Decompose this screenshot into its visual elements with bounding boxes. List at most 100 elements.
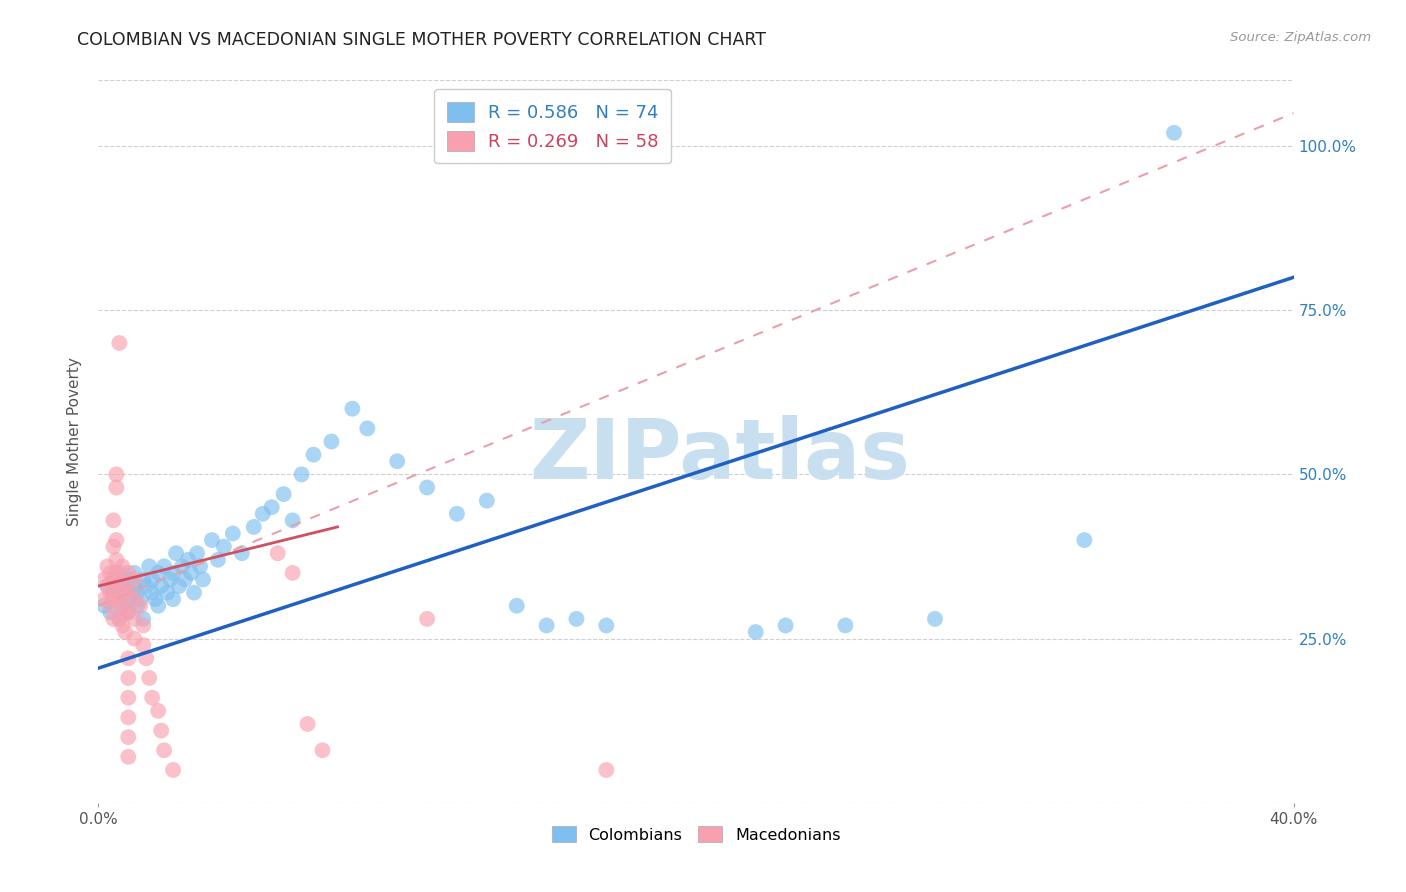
Point — [924, 612, 946, 626]
Point — [212, 540, 235, 554]
Point — [129, 592, 152, 607]
Point — [281, 513, 304, 527]
Point — [1073, 533, 1095, 547]
Point — [243, 520, 266, 534]
Point — [117, 573, 139, 587]
Point — [98, 599, 122, 613]
Point — [114, 625, 136, 640]
Point — [111, 559, 134, 574]
Point — [260, 500, 283, 515]
Point — [177, 553, 200, 567]
Point — [162, 566, 184, 580]
Point — [117, 730, 139, 744]
Point — [111, 599, 134, 613]
Point — [222, 526, 245, 541]
Point — [127, 585, 149, 599]
Point — [162, 763, 184, 777]
Point — [114, 605, 136, 619]
Point — [124, 592, 146, 607]
Point — [162, 592, 184, 607]
Point — [117, 592, 139, 607]
Point — [416, 612, 439, 626]
Point — [150, 723, 173, 738]
Point — [105, 533, 128, 547]
Point — [108, 566, 131, 580]
Point — [103, 513, 125, 527]
Point — [273, 487, 295, 501]
Point — [93, 592, 115, 607]
Text: Source: ZipAtlas.com: Source: ZipAtlas.com — [1230, 31, 1371, 45]
Point — [138, 559, 160, 574]
Point — [117, 690, 139, 705]
Point — [105, 467, 128, 482]
Point — [291, 467, 314, 482]
Point — [385, 454, 409, 468]
Point — [108, 336, 131, 351]
Text: COLOMBIAN VS MACEDONIAN SINGLE MOTHER POVERTY CORRELATION CHART: COLOMBIAN VS MACEDONIAN SINGLE MOTHER PO… — [77, 31, 766, 49]
Point — [150, 579, 173, 593]
Point — [565, 612, 588, 626]
Point — [105, 585, 128, 599]
Point — [252, 507, 274, 521]
Point — [111, 579, 134, 593]
Point — [207, 553, 229, 567]
Point — [129, 599, 152, 613]
Point — [105, 566, 128, 580]
Point — [117, 671, 139, 685]
Point — [183, 585, 205, 599]
Point — [103, 612, 125, 626]
Point — [165, 546, 187, 560]
Point — [267, 546, 290, 560]
Point — [117, 710, 139, 724]
Point — [96, 579, 118, 593]
Point — [124, 566, 146, 580]
Point — [475, 493, 498, 508]
Point — [297, 717, 319, 731]
Point — [1163, 126, 1185, 140]
Legend: Colombians, Macedonians: Colombians, Macedonians — [546, 820, 846, 849]
Point — [775, 618, 797, 632]
Point — [172, 559, 194, 574]
Point — [311, 743, 333, 757]
Point — [167, 579, 190, 593]
Point — [536, 618, 558, 632]
Point — [342, 401, 364, 416]
Point — [124, 612, 146, 626]
Point — [153, 743, 176, 757]
Point — [105, 592, 128, 607]
Point — [186, 546, 208, 560]
Point — [416, 481, 439, 495]
Point — [141, 690, 163, 705]
Point — [143, 592, 166, 607]
Point — [132, 612, 155, 626]
Point — [103, 585, 125, 599]
Point — [117, 749, 139, 764]
Point — [93, 599, 115, 613]
Point — [117, 566, 139, 580]
Point — [114, 585, 136, 599]
Point — [117, 585, 139, 599]
Point — [103, 573, 125, 587]
Point — [103, 540, 125, 554]
Point — [103, 592, 125, 607]
Point — [96, 579, 118, 593]
Point — [111, 579, 134, 593]
Point — [117, 651, 139, 665]
Point — [108, 612, 131, 626]
Point — [98, 585, 122, 599]
Text: ZIPatlas: ZIPatlas — [530, 416, 910, 497]
Point — [98, 566, 122, 580]
Point — [446, 507, 468, 521]
Point — [117, 605, 139, 619]
Point — [132, 638, 155, 652]
Point — [103, 573, 125, 587]
Point — [127, 599, 149, 613]
Point — [98, 605, 122, 619]
Point — [111, 599, 134, 613]
Point — [148, 599, 170, 613]
Point — [141, 585, 163, 599]
Y-axis label: Single Mother Poverty: Single Mother Poverty — [67, 357, 83, 526]
Point — [132, 618, 155, 632]
Point — [105, 481, 128, 495]
Point — [201, 533, 224, 547]
